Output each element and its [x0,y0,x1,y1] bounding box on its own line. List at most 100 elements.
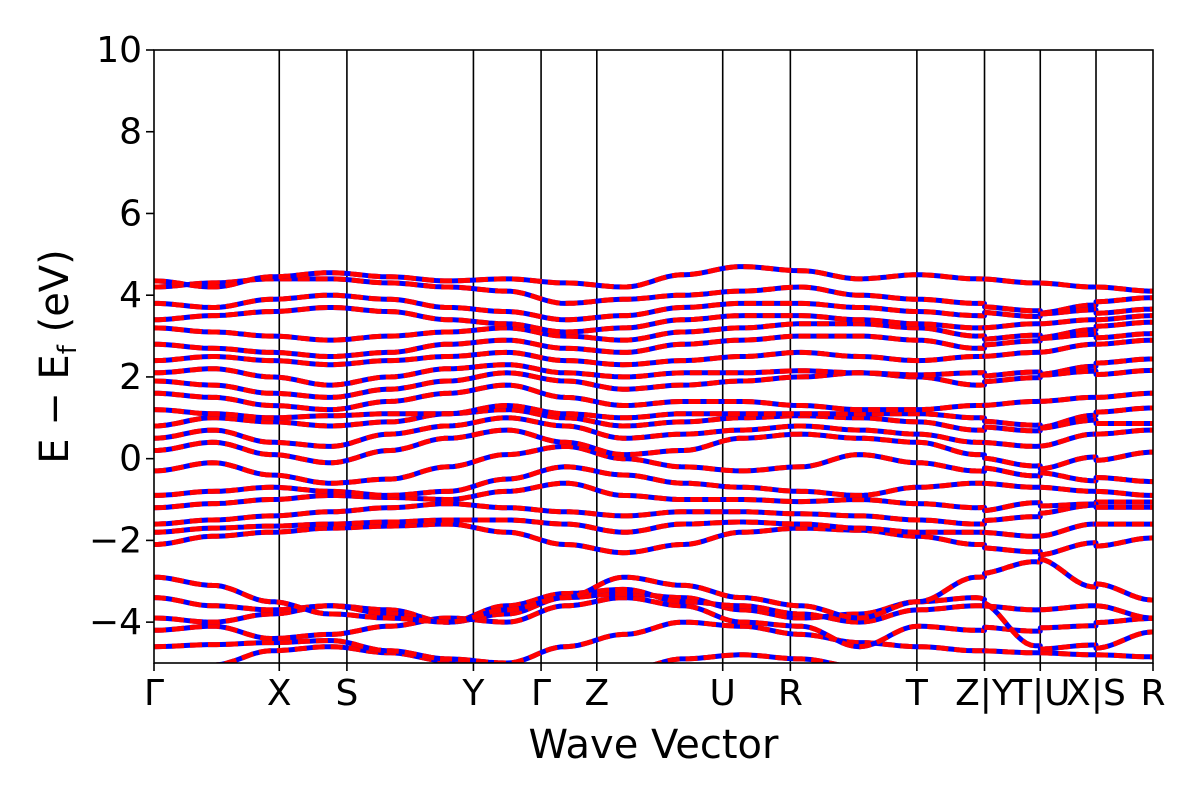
band-line-overlay [984,514,1041,524]
band-line-overlay [154,333,985,359]
band-line-overlay [154,480,985,511]
band-line-overlay [984,465,1041,479]
band-line-overlay [984,349,1041,359]
y-axis: 10 8 6 4 2 0 −2 −4 [89,30,154,643]
band-line-overlay [984,529,1041,539]
y-tick-label: 6 [119,193,142,234]
x-tick-label: Z|Y [955,673,1015,714]
band-line-overlay [154,464,985,498]
x-tick-label: X [267,673,292,714]
band-line-primary [204,644,843,663]
band-line-overlay [1040,280,1096,290]
band-line-overlay [1095,331,1153,341]
band-line-overlay [1095,284,1153,294]
band-line-overlay [984,338,1041,348]
band-line-overlay [984,603,1041,613]
plot-frame [153,49,1154,664]
band-lines [154,264,1153,663]
plot-area [153,49,1154,664]
band-line-overlay [1040,317,1096,327]
band-line-overlay [984,455,1041,469]
band-line-overlay [1040,650,1096,658]
band-line-overlay [1040,368,1096,378]
x-axis-title: Wave Vector [529,722,780,768]
band-line-overlay [1039,431,1097,449]
band-line-overlay [1095,581,1153,603]
band-line-overlay [1095,652,1153,660]
band-line-overlay [1095,603,1153,621]
band-line-overlay [984,648,1041,656]
band-line-overlay [154,595,985,650]
band-line-overlay [154,586,985,625]
band-line-overlay [154,521,985,556]
band-line-overlay [1040,331,1097,341]
y-axis-title-subscript: f [53,344,83,354]
band-line-overlay [1040,623,1096,631]
band-line-overlay [1040,642,1096,652]
band-line-overlay [154,305,985,335]
band-line-overlay [154,362,985,388]
band-line-overlay [154,407,985,433]
x-tick-label: Y [461,673,485,714]
x-tick-label: T|U [1009,673,1070,714]
band-line-overlay [1095,535,1153,549]
band-line-overlay [1040,470,1096,484]
band-line-overlay [1040,417,1096,431]
band-line-overlay [984,440,1041,449]
x-tick-label: X|S [1066,673,1126,714]
band-line-overlay [1040,603,1096,613]
band-line-overlay [154,415,985,449]
x-tick-label: S [335,673,358,714]
band-line-overlay [984,369,1041,379]
x-tick-label: R [1140,673,1165,714]
x-tick-label: Z [584,673,609,714]
band-line-overlay [1040,394,1096,404]
band-line-overlay [1039,540,1097,558]
band-line-overlay [984,424,1041,434]
band-line-overlay [154,321,985,343]
band-line-overlay [1039,454,1097,472]
y-tick-label: 2 [119,357,142,398]
band-line-overlay [154,619,985,663]
band-line-overlay [1095,488,1153,498]
band-line-overlay [154,382,985,413]
band-line-overlay [1095,449,1153,463]
band-line-overlay [1095,405,1153,415]
band-line-overlay [1095,313,1153,323]
band-line-overlay [154,501,985,527]
y-tick-label: 4 [119,275,142,316]
y-tick-label: 10 [96,30,142,71]
band-line-overlay [154,264,985,290]
band-line-overlay [1095,367,1153,377]
band-line-overlay [1095,306,1153,316]
band-line-overlay [1039,521,1096,539]
band-line-overlay [154,427,985,466]
y-tick-label: 0 [119,439,142,480]
band-line-overlay [984,559,1041,576]
band-line-overlay [1095,629,1153,651]
band-line-overlay [984,418,1041,428]
band-line-overlay [984,321,1041,331]
x-tick-label: T [905,673,929,714]
band-line-overlay [1095,475,1153,485]
band-line-overlay [984,480,1041,490]
band-line-overlay [154,403,985,421]
band-line-overlay [984,398,1041,408]
band-line-overlay [1040,307,1096,317]
x-tick-label: Γ [144,673,164,714]
band-line-overlay [1040,341,1097,355]
band-line-overlay [154,349,985,368]
y-axis-title-prefix: E − E [32,354,78,464]
band-line-overlay [154,517,985,535]
band-line-overlay [154,443,985,486]
band-line-overlay [1095,319,1153,329]
y-tick-label: −2 [89,520,142,561]
band-line-overlay [1095,337,1153,347]
band-line-overlay [154,276,985,306]
y-tick-label: −4 [89,602,142,643]
band-line-overlay [1040,484,1097,494]
band-line-overlay [984,375,1041,385]
band-line-overlay [154,292,985,323]
x-tick-label: U [710,673,736,714]
